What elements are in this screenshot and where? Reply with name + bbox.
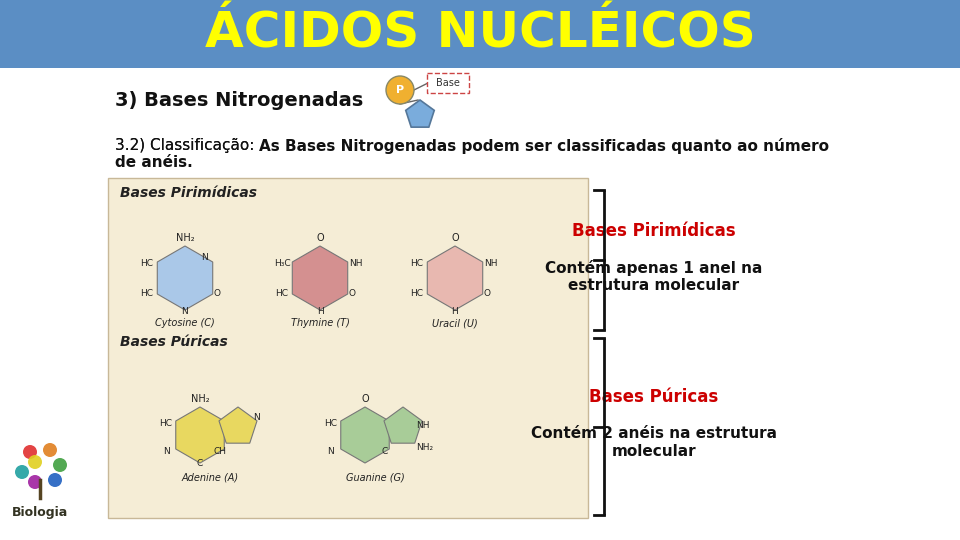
Circle shape bbox=[48, 473, 62, 487]
Circle shape bbox=[28, 455, 42, 469]
Polygon shape bbox=[406, 100, 434, 127]
Text: 3.2) Classificação:: 3.2) Classificação: bbox=[115, 138, 259, 153]
Text: P: P bbox=[396, 85, 404, 95]
Text: N: N bbox=[252, 413, 259, 422]
Text: Bases Pirimídicas: Bases Pirimídicas bbox=[572, 222, 735, 240]
Text: 3) Bases Nitrogenadas: 3) Bases Nitrogenadas bbox=[115, 91, 363, 110]
Text: molecular: molecular bbox=[612, 444, 696, 460]
FancyBboxPatch shape bbox=[108, 178, 588, 518]
Text: NH: NH bbox=[417, 421, 430, 429]
Text: Thymine (T): Thymine (T) bbox=[291, 318, 349, 328]
Text: Cytosine (C): Cytosine (C) bbox=[156, 318, 215, 328]
Circle shape bbox=[43, 443, 57, 457]
Text: N: N bbox=[181, 307, 188, 316]
Text: HC: HC bbox=[411, 289, 423, 299]
Text: Guanine (G): Guanine (G) bbox=[346, 473, 404, 483]
Circle shape bbox=[23, 445, 37, 459]
Text: 3.2) Classificação:: 3.2) Classificação: bbox=[115, 138, 259, 153]
Text: HC: HC bbox=[140, 289, 154, 299]
Text: de anéis.: de anéis. bbox=[115, 155, 193, 170]
Circle shape bbox=[15, 465, 29, 479]
Polygon shape bbox=[384, 407, 422, 443]
Text: HC: HC bbox=[411, 260, 423, 268]
Text: HC: HC bbox=[159, 418, 173, 428]
Text: Contém 2 anéis na estrutura: Contém 2 anéis na estrutura bbox=[531, 427, 777, 442]
Text: H: H bbox=[451, 307, 458, 316]
Text: N: N bbox=[162, 447, 169, 456]
Text: HC: HC bbox=[276, 289, 289, 299]
Polygon shape bbox=[341, 407, 389, 463]
Text: H₃C: H₃C bbox=[274, 260, 290, 268]
Circle shape bbox=[386, 76, 414, 104]
Text: O: O bbox=[484, 289, 491, 299]
Polygon shape bbox=[176, 407, 225, 463]
Text: O: O bbox=[361, 394, 369, 404]
Text: As Bases Nitrogenadas podem ser classificadas quanto ao número: As Bases Nitrogenadas podem ser classifi… bbox=[259, 138, 829, 154]
Text: NH₂: NH₂ bbox=[176, 233, 194, 243]
Text: CH: CH bbox=[213, 447, 227, 456]
Polygon shape bbox=[219, 407, 257, 443]
Text: Biologia: Biologia bbox=[12, 506, 68, 519]
Text: C: C bbox=[197, 458, 204, 468]
Text: N: N bbox=[327, 447, 334, 456]
Text: ÁCIDOS NUCLÉICOS: ÁCIDOS NUCLÉICOS bbox=[204, 10, 756, 58]
Text: O: O bbox=[213, 289, 221, 299]
Text: Bases Púricas: Bases Púricas bbox=[589, 388, 719, 407]
Text: H: H bbox=[317, 307, 324, 316]
Circle shape bbox=[28, 475, 42, 489]
FancyBboxPatch shape bbox=[0, 0, 960, 68]
Polygon shape bbox=[292, 246, 348, 310]
Text: Bases Púricas: Bases Púricas bbox=[120, 335, 228, 349]
FancyBboxPatch shape bbox=[427, 73, 469, 93]
Text: Adenine (A): Adenine (A) bbox=[181, 473, 239, 483]
Text: estrutura molecular: estrutura molecular bbox=[568, 278, 739, 293]
Text: C: C bbox=[382, 447, 388, 456]
Text: HC: HC bbox=[324, 418, 338, 428]
Text: NH: NH bbox=[349, 260, 363, 268]
Text: NH: NH bbox=[484, 260, 497, 268]
Text: Bases Pirimídicas: Bases Pirimídicas bbox=[120, 186, 257, 200]
Text: Contém apenas 1 anel na: Contém apenas 1 anel na bbox=[545, 260, 762, 276]
Text: N: N bbox=[202, 253, 208, 262]
Text: HC: HC bbox=[140, 260, 154, 268]
Text: O: O bbox=[348, 289, 355, 299]
Polygon shape bbox=[157, 246, 213, 310]
Text: O: O bbox=[316, 233, 324, 243]
Text: NH₂: NH₂ bbox=[417, 442, 434, 451]
Polygon shape bbox=[427, 246, 483, 310]
Text: Base: Base bbox=[436, 78, 460, 88]
Text: O: O bbox=[451, 233, 459, 243]
Circle shape bbox=[53, 458, 67, 472]
Text: NH₂: NH₂ bbox=[191, 394, 209, 404]
Text: Uracil (U): Uracil (U) bbox=[432, 318, 478, 328]
